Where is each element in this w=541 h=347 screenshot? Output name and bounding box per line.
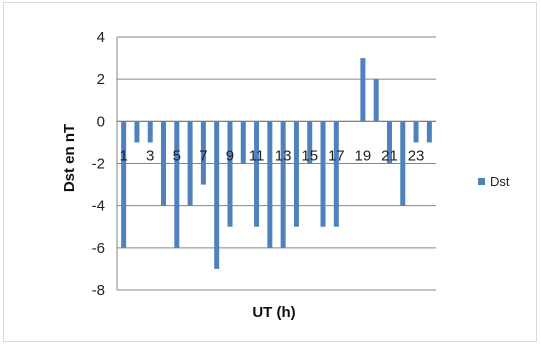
bar-12 bbox=[267, 121, 273, 248]
x-tick-label: 19 bbox=[355, 147, 372, 164]
bar-14 bbox=[293, 121, 299, 227]
legend-swatch-dst bbox=[478, 178, 485, 185]
bar-20 bbox=[373, 79, 379, 122]
y-tick-label: 4 bbox=[97, 29, 105, 46]
bar-2 bbox=[134, 121, 140, 143]
bar-19 bbox=[360, 58, 366, 122]
x-tick-label: 11 bbox=[249, 147, 265, 164]
bar-8 bbox=[214, 121, 220, 269]
y-axis-title: Dst en nT bbox=[61, 124, 78, 192]
bar-4 bbox=[161, 121, 167, 206]
bar-21 bbox=[386, 121, 392, 164]
bar-23 bbox=[413, 121, 419, 143]
x-tick-label: 15 bbox=[301, 147, 318, 164]
x-tick-label: 13 bbox=[275, 147, 292, 164]
bar-1 bbox=[121, 121, 127, 248]
bar-11 bbox=[254, 121, 260, 227]
chart-frame: -8 -6 -4 -2 0 2 4 1 3 5 7 9 11 13 15 17 19 21 23 Dst en n… bbox=[3, 2, 537, 342]
y-tick-labels: -8 -6 -4 -2 0 2 4 bbox=[92, 29, 105, 299]
legend-label-dst: Dst bbox=[490, 174, 510, 189]
x-tick-label: 23 bbox=[408, 147, 425, 164]
bar-10 bbox=[240, 121, 246, 164]
bar-5 bbox=[174, 121, 180, 248]
x-axis-title: UT (h) bbox=[252, 304, 295, 321]
x-tick-label: 5 bbox=[173, 147, 181, 164]
y-tick-label: -4 bbox=[92, 198, 105, 215]
legend: Dst bbox=[478, 174, 510, 189]
bar-13 bbox=[280, 121, 286, 248]
bar-7 bbox=[200, 121, 206, 185]
y-tick-label: -6 bbox=[92, 240, 105, 257]
y-tick-label: -8 bbox=[92, 282, 105, 299]
x-tick-label: 21 bbox=[381, 147, 398, 164]
x-tick-labels: 1 3 5 7 9 11 13 15 17 19 21 23 bbox=[119, 147, 424, 164]
x-tick-label: 1 bbox=[119, 147, 127, 164]
bar-6 bbox=[187, 121, 193, 206]
bar-24 bbox=[426, 121, 432, 143]
bar-3 bbox=[147, 121, 153, 143]
bar-17 bbox=[333, 121, 339, 227]
axes bbox=[116, 37, 436, 290]
x-tick-label: 9 bbox=[226, 147, 234, 164]
bars bbox=[121, 58, 432, 269]
x-tick-label: 7 bbox=[199, 147, 207, 164]
bar-16 bbox=[320, 121, 326, 227]
y-tick-label: 2 bbox=[97, 71, 105, 88]
bar-22 bbox=[400, 121, 406, 206]
x-tick-label: 17 bbox=[328, 147, 345, 164]
x-tick-label: 3 bbox=[146, 147, 154, 164]
bar-9 bbox=[227, 121, 233, 227]
bar-15 bbox=[307, 121, 313, 164]
y-tick-label: -2 bbox=[92, 156, 105, 173]
y-tick-label: 0 bbox=[97, 113, 105, 130]
